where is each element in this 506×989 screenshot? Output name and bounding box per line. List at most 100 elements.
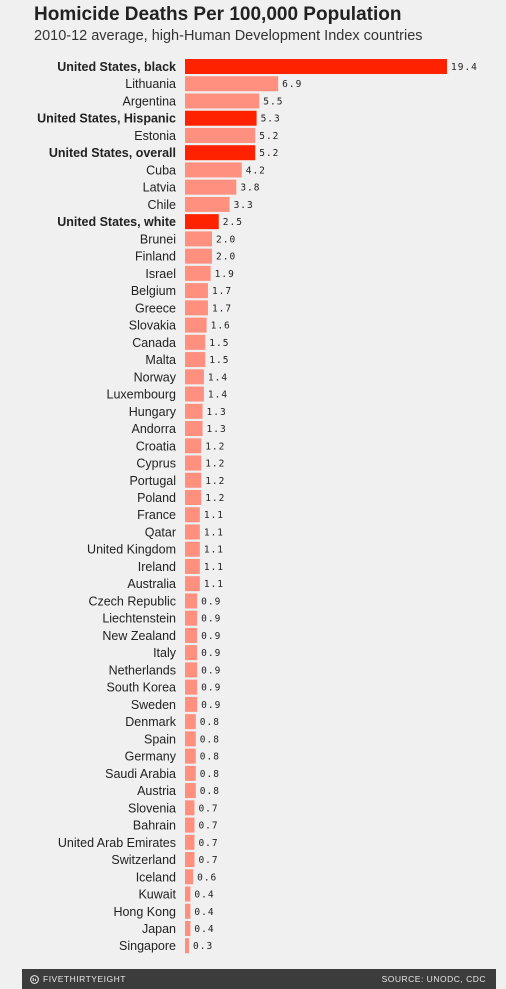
value-label-united-states-white: 2.5	[223, 217, 243, 228]
chart-title: Homicide Deaths Per 100,000 Population	[34, 4, 402, 25]
value-label-belgium: 1.7	[212, 286, 232, 297]
category-label-finland: Finland	[135, 250, 176, 264]
bar-united-states-hispanic	[185, 110, 257, 126]
bar-spain	[185, 731, 196, 747]
value-label-malta: 1.5	[209, 355, 229, 366]
value-label-switzerland: 0.7	[198, 855, 218, 866]
category-label-netherlands: Netherlands	[109, 663, 176, 677]
footer-brand-label: FIVETHIRTYEIGHT	[43, 974, 126, 984]
value-label-united-states-overall: 5.2	[259, 148, 279, 159]
bar-qatar	[185, 524, 200, 540]
value-label-united-arab-emirates: 0.7	[198, 838, 218, 849]
bar-israel	[185, 265, 211, 281]
bar-finland	[185, 248, 213, 264]
category-label-belgium: Belgium	[131, 284, 176, 298]
bar-japan	[185, 921, 191, 936]
bar-malta	[185, 352, 206, 368]
bar-united-states-overall	[185, 145, 256, 161]
category-label-united-kingdom: United Kingdom	[87, 543, 176, 557]
category-label-estonia: Estonia	[134, 129, 176, 143]
value-label-bahrain: 0.7	[198, 821, 218, 832]
category-label-greece: Greece	[135, 301, 176, 315]
value-label-slovenia: 0.7	[198, 803, 218, 814]
category-label-norway: Norway	[134, 370, 177, 384]
value-label-canada: 1.5	[209, 338, 229, 349]
value-label-germany: 0.8	[200, 752, 220, 763]
category-label-japan: Japan	[142, 922, 176, 936]
value-label-singapore: 0.3	[193, 941, 213, 952]
fivethirtyeight-logo-icon	[30, 974, 39, 984]
value-label-united-states-black: 19.4	[451, 62, 478, 73]
bar-iceland	[185, 869, 194, 885]
category-label-australia: Australia	[127, 577, 176, 591]
value-label-saudi-arabia: 0.8	[200, 769, 220, 780]
category-label-united-states-white: United States, white	[57, 215, 176, 229]
category-label-united-states-overall: United States, overall	[49, 146, 176, 160]
category-label-united-states-black: United States, black	[57, 60, 176, 74]
bar-germany	[185, 748, 196, 764]
bar-luxembourg	[185, 386, 204, 402]
bar-latvia	[185, 179, 237, 195]
bar-croatia	[185, 438, 202, 454]
category-label-poland: Poland	[137, 491, 176, 505]
category-label-argentina: Argentina	[122, 94, 176, 108]
bar-united-kingdom	[185, 541, 200, 557]
value-label-brunei: 2.0	[216, 234, 236, 245]
bar-united-arab-emirates	[185, 834, 195, 850]
category-label-united-states-hispanic: United States, Hispanic	[37, 112, 176, 126]
value-label-spain: 0.8	[200, 734, 220, 745]
value-label-chile: 3.3	[234, 200, 254, 211]
bar-kuwait	[185, 886, 191, 902]
value-label-netherlands: 0.9	[201, 665, 221, 676]
category-label-czech-republic: Czech Republic	[88, 594, 176, 608]
category-label-hungary: Hungary	[129, 405, 177, 419]
value-label-croatia: 1.2	[205, 441, 225, 452]
bar-chart: United States, black 19.4 Lithuania 6.9 Arge…	[37, 59, 478, 954]
value-label-united-states-hispanic: 5.3	[261, 114, 281, 125]
footer: FIVETHIRTYEIGHT SOURCE: UNODC, CDC	[22, 969, 496, 989]
bar-netherlands	[185, 662, 198, 678]
category-label-iceland: Iceland	[136, 870, 176, 884]
bar-portugal	[185, 472, 202, 488]
category-label-malta: Malta	[145, 353, 176, 367]
value-label-greece: 1.7	[212, 303, 232, 314]
category-label-germany: Germany	[125, 750, 177, 764]
category-label-hong-kong: Hong Kong	[113, 905, 176, 919]
value-label-israel: 1.9	[215, 269, 235, 280]
category-label-singapore: Singapore	[119, 939, 176, 953]
value-label-iceland: 0.6	[197, 872, 217, 883]
value-label-argentina: 5.5	[263, 96, 283, 107]
bar-hong-kong	[185, 903, 191, 919]
value-label-hungary: 1.3	[207, 407, 227, 418]
bar-argentina	[185, 93, 260, 109]
bar-united-states-black	[185, 59, 447, 74]
value-label-slovakia: 1.6	[211, 321, 231, 332]
bar-singapore	[185, 938, 190, 954]
category-label-new-zealand: New Zealand	[102, 629, 176, 643]
category-label-lithuania: Lithuania	[125, 77, 176, 91]
bar-hungary	[185, 403, 203, 419]
category-label-austria: Austria	[137, 784, 176, 798]
bar-poland	[185, 490, 202, 505]
category-label-saudi-arabia: Saudi Arabia	[105, 767, 176, 781]
value-label-kuwait: 0.4	[194, 890, 214, 901]
bar-ireland	[185, 558, 200, 574]
value-label-south-korea: 0.9	[201, 683, 221, 694]
category-label-liechtenstein: Liechtenstein	[102, 612, 176, 626]
value-label-japan: 0.4	[194, 924, 214, 935]
value-label-italy: 0.9	[201, 648, 221, 659]
bar-cyprus	[185, 455, 202, 471]
value-label-denmark: 0.8	[200, 717, 220, 728]
value-label-portugal: 1.2	[205, 476, 225, 487]
value-label-finland: 2.0	[216, 252, 236, 263]
bar-belgium	[185, 283, 208, 299]
bar-sweden	[185, 696, 198, 712]
value-label-new-zealand: 0.9	[201, 631, 221, 642]
category-label-slovakia: Slovakia	[129, 319, 176, 333]
value-label-czech-republic: 0.9	[201, 596, 221, 607]
category-label-united-arab-emirates: United Arab Emirates	[58, 836, 176, 850]
bar-canada	[185, 334, 206, 350]
bar-italy	[185, 645, 198, 661]
value-label-luxembourg: 1.4	[208, 390, 228, 401]
category-label-chile: Chile	[148, 198, 177, 212]
